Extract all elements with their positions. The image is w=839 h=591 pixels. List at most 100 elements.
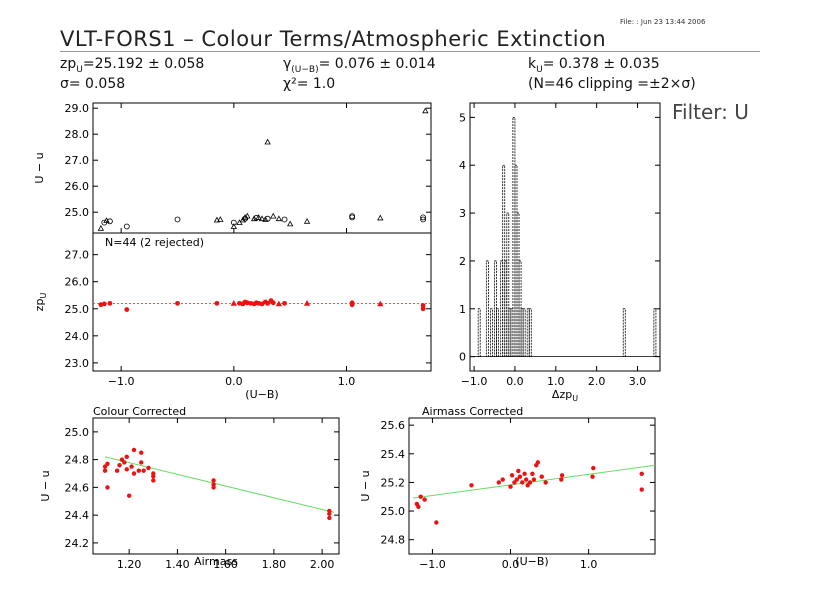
extinction-result: kU= 0.378 ± 0.035: [528, 56, 660, 75]
raw-triangle-point: [286, 220, 294, 227]
ac-point: [539, 474, 544, 479]
cc-point: [146, 465, 151, 471]
ac-point: [639, 471, 644, 477]
raw-triangle-point: [97, 224, 105, 231]
ac-point: [523, 477, 529, 482]
hist-xtick-label: 2.0: [588, 375, 606, 388]
ac-ytick-label: 24.8: [381, 534, 406, 547]
cc-point: [129, 464, 134, 469]
raw-triangle-point: [255, 214, 262, 220]
raw-triangle-point: [217, 216, 224, 222]
ac-ytick-label: 25.4: [381, 448, 406, 461]
raw-triangle-point: [250, 215, 258, 222]
raw-circle-point: [420, 214, 427, 221]
zp-xlabel: (U−B): [245, 388, 278, 401]
cc-point: [131, 471, 137, 476]
ac-ylabel: U − u: [359, 470, 372, 501]
raw-triangle-point: [377, 214, 384, 221]
ac-ytick-label: 25.2: [381, 476, 406, 489]
ac-point: [531, 477, 537, 482]
cc-point: [122, 460, 127, 465]
filter-label: Filter: U: [672, 100, 749, 124]
ac-point: [508, 484, 513, 489]
hist-bar: [522, 308, 526, 358]
airmass-corrected-title: Airmass Corrected: [422, 405, 523, 418]
colour-corrected-frame: [92, 417, 340, 555]
raw-triangle-point: [244, 212, 251, 219]
file-timestamp: File: : Jun 23 13:44 2006: [620, 18, 705, 26]
zp-point: [420, 303, 426, 308]
hist-ytick-label: 3: [459, 207, 466, 220]
raw-ytick-label: 27.0: [65, 154, 90, 167]
gamma-value: = 0.076 ± 0.014: [318, 56, 436, 72]
cc-point: [126, 493, 132, 498]
cc-ytick-label: 25.0: [65, 426, 90, 439]
ac-point: [530, 471, 535, 477]
hist-ytick-label: 2: [459, 255, 466, 268]
zp-label: zp: [60, 56, 77, 72]
zp-annotation: N=44 (2 rejected): [105, 236, 204, 249]
raw-circle-point: [230, 219, 237, 226]
hist-bar: [490, 308, 493, 358]
hist-bar: [528, 308, 532, 358]
raw-triangle-point: [230, 223, 238, 229]
hist-bar: [506, 212, 510, 358]
cc-point: [105, 461, 110, 466]
raw-triangle-point: [213, 216, 221, 223]
cc-xlabel: Airmass: [194, 555, 238, 568]
raw-ytick-label: 28.0: [65, 128, 90, 141]
zp-point: [282, 300, 287, 306]
raw-triangle-point: [422, 107, 429, 114]
hist-xtick-label: 0.0: [506, 375, 524, 388]
zp-point: [214, 300, 220, 306]
zp-point: [349, 300, 355, 306]
raw-triangle-point: [264, 138, 271, 145]
colour-corrected-title: Colour Corrected: [93, 405, 186, 418]
ac-point: [559, 477, 564, 482]
hist-ytick-label: 4: [459, 159, 466, 172]
hist-bar: [622, 308, 626, 358]
raw-circle-point: [107, 218, 113, 225]
cc-point: [102, 468, 108, 473]
zp-plot-frame: [92, 232, 432, 372]
raw-plot-frame: [92, 102, 432, 234]
cc-point: [327, 515, 332, 521]
ac-xtick-label: −1.0: [419, 558, 446, 571]
cc-point: [139, 450, 144, 455]
zp-point: [175, 300, 180, 306]
ac-point: [535, 460, 541, 465]
ac-point: [591, 465, 596, 471]
zp-ylabel: zpU: [33, 293, 48, 312]
hist-ytick-label: 0: [459, 351, 466, 364]
raw-ytick-label: 26.0: [65, 180, 90, 193]
zp-xtick-label: 1.0: [338, 375, 356, 388]
zp-point: [107, 300, 113, 306]
title-divider: [60, 51, 760, 52]
zp-xtick-label: 0.0: [225, 375, 243, 388]
cc-point: [327, 508, 332, 514]
cc-fit-line: [104, 456, 335, 513]
raw-circle-point: [420, 216, 427, 223]
ac-point: [527, 480, 533, 485]
cc-ytick-label: 24.6: [65, 481, 90, 494]
raw-triangle-point: [275, 215, 283, 222]
sigma-result: σ= 0.058: [60, 76, 126, 92]
k-sub: U: [536, 64, 543, 75]
hist-xtick-label: 3.0: [629, 375, 647, 388]
k-value: = 0.378 ± 0.035: [542, 56, 660, 72]
hist-bar: [477, 308, 481, 358]
hist-ytick-label: 5: [459, 111, 466, 124]
gamma-sub: (U−B): [291, 64, 319, 75]
ac-point: [416, 504, 421, 509]
cc-point: [151, 478, 156, 483]
raw-triangle-point: [258, 215, 266, 222]
file-label: File:: [620, 18, 635, 26]
colour-term-result: γ(U−B)= 0.076 ± 0.014: [283, 56, 436, 75]
raw-circle-point: [174, 216, 181, 223]
ac-point: [509, 473, 515, 478]
zp-value: =25.192 ± 0.058: [82, 56, 205, 72]
hist-xtick-label: 1.0: [547, 375, 565, 388]
zp-point: [124, 307, 130, 312]
cc-point: [211, 478, 216, 483]
